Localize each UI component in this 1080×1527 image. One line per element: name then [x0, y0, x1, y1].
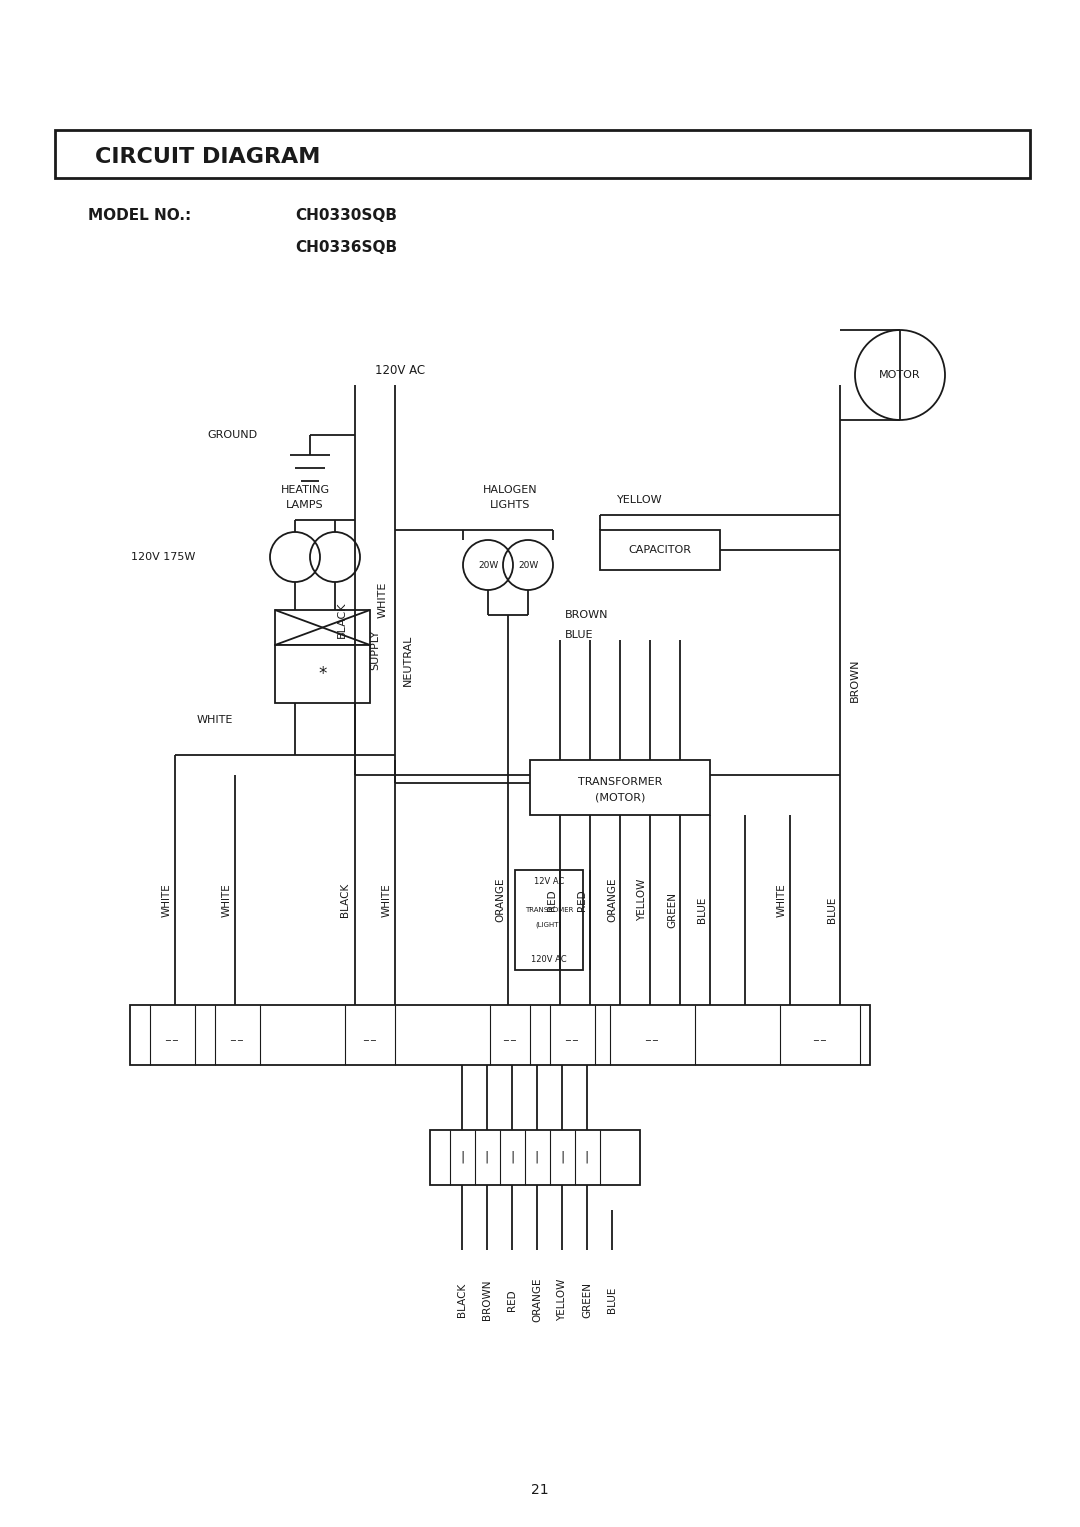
Text: ORANGE: ORANGE — [495, 878, 505, 922]
Text: (LIGHT): (LIGHT) — [536, 922, 562, 928]
Text: _ _: _ _ — [503, 1031, 516, 1040]
Text: WHITE: WHITE — [777, 883, 787, 916]
Text: WHITE: WHITE — [378, 582, 388, 618]
Text: CH0336SQB: CH0336SQB — [295, 240, 397, 255]
Text: _ _: _ _ — [566, 1031, 579, 1040]
Text: WHITE: WHITE — [382, 883, 392, 916]
Text: 20W: 20W — [477, 560, 498, 570]
Text: YELLOW: YELLOW — [557, 1278, 567, 1321]
Text: _ _: _ _ — [813, 1031, 826, 1040]
Bar — [275, 644, 370, 702]
Text: MODEL NO.:: MODEL NO.: — [87, 208, 191, 223]
Text: |: | — [585, 1150, 589, 1164]
Text: GREEN: GREEN — [582, 1283, 592, 1318]
Text: CAPACITOR: CAPACITOR — [629, 545, 691, 554]
Bar — [530, 760, 710, 815]
Text: BLACK: BLACK — [340, 883, 350, 918]
Bar — [430, 1130, 640, 1185]
Text: BLACK: BLACK — [337, 602, 347, 638]
Text: |: | — [559, 1150, 564, 1164]
Text: BLUE: BLUE — [697, 896, 707, 924]
Bar — [55, 130, 1030, 179]
Text: 120V 175W: 120V 175W — [131, 551, 195, 562]
Text: CIRCUIT DIAGRAM: CIRCUIT DIAGRAM — [95, 147, 321, 166]
Text: MOTOR: MOTOR — [879, 370, 921, 380]
Text: ORANGE: ORANGE — [532, 1278, 542, 1322]
Text: YELLOW: YELLOW — [637, 880, 647, 921]
Text: BROWN: BROWN — [482, 1280, 492, 1321]
Text: TRANSROMER: TRANSROMER — [525, 907, 573, 913]
Bar — [130, 1005, 870, 1064]
Bar — [515, 870, 583, 970]
Text: GROUND: GROUND — [207, 431, 258, 440]
Text: |: | — [510, 1150, 514, 1164]
Text: *: * — [319, 664, 327, 683]
Text: RED: RED — [577, 889, 588, 910]
Text: WHITE: WHITE — [162, 883, 172, 916]
Text: 21: 21 — [531, 1483, 549, 1496]
Text: 120V AC: 120V AC — [375, 363, 426, 377]
Text: _ _: _ _ — [165, 1031, 178, 1040]
Text: LAMPS: LAMPS — [286, 499, 324, 510]
Text: (MOTOR): (MOTOR) — [595, 793, 645, 803]
Text: 12V AC: 12V AC — [534, 878, 564, 887]
Bar — [600, 530, 720, 570]
Text: |: | — [485, 1150, 489, 1164]
Text: CH0330SQB: CH0330SQB — [295, 208, 397, 223]
Text: GREEN: GREEN — [667, 892, 677, 928]
Text: SUPPLY: SUPPLY — [370, 629, 380, 670]
Text: LIGHTS: LIGHTS — [490, 499, 530, 510]
Text: BLUE: BLUE — [607, 1287, 617, 1313]
Text: BLUE: BLUE — [565, 631, 594, 640]
Text: _ _: _ _ — [364, 1031, 377, 1040]
Text: RED: RED — [507, 1289, 517, 1310]
Text: RED: RED — [546, 889, 557, 910]
Text: YELLOW: YELLOW — [617, 495, 663, 505]
Text: BROWN: BROWN — [565, 609, 608, 620]
Text: 20W: 20W — [518, 560, 538, 570]
Text: HALOGEN: HALOGEN — [483, 486, 538, 495]
Bar — [275, 609, 370, 644]
Text: WHITE: WHITE — [222, 883, 232, 916]
Text: _ _: _ _ — [230, 1031, 243, 1040]
Text: ORANGE: ORANGE — [607, 878, 617, 922]
Text: |: | — [535, 1150, 539, 1164]
Text: NEUTRAL: NEUTRAL — [403, 634, 413, 686]
Text: |: | — [460, 1150, 464, 1164]
Text: _ _: _ _ — [646, 1031, 659, 1040]
Text: 120V AC: 120V AC — [531, 956, 567, 965]
Text: TRANSFORMER: TRANSFORMER — [578, 777, 662, 786]
Text: HEATING: HEATING — [281, 486, 329, 495]
Text: BLUE: BLUE — [827, 896, 837, 924]
Text: WHITE: WHITE — [197, 715, 233, 725]
Text: BROWN: BROWN — [850, 658, 860, 702]
Text: BLACK: BLACK — [457, 1283, 467, 1318]
